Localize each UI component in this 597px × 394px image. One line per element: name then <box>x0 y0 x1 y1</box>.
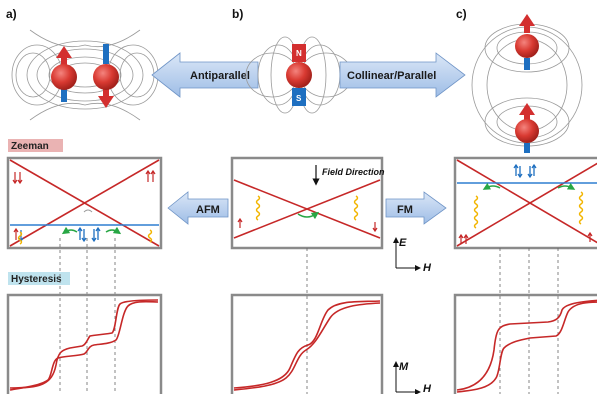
sphere-top <box>515 34 539 58</box>
energy-field-axes: E H <box>393 237 432 274</box>
panel-label-c: c) <box>456 7 467 21</box>
zeeman-diagram-fm <box>453 156 597 250</box>
panel-label-a: a) <box>6 7 17 21</box>
fm-arrow: FM <box>385 191 447 225</box>
antiparallel-label: Antiparallel <box>190 70 250 82</box>
field-axis-label: H <box>423 262 432 274</box>
magnetization-axis-label: M <box>399 361 409 373</box>
collinear-arrow: Collinear/Parallel <box>339 52 466 98</box>
panel-label-b: b) <box>232 7 243 21</box>
sphere-bottom <box>515 119 539 143</box>
sphere-center <box>286 62 312 88</box>
afm-arrow: AFM <box>167 191 229 225</box>
sphere-right <box>93 64 119 90</box>
sphere-left <box>51 64 77 90</box>
magnet-south: S <box>296 94 302 103</box>
antiparallel-arrow: Antiparallel <box>151 52 259 98</box>
zeeman-tag <box>8 139 63 152</box>
guide-lines <box>59 238 559 394</box>
energy-axis-label: E <box>399 237 407 249</box>
single-dipole-illustration: N S <box>245 36 353 114</box>
zeeman-diagram-center: Field Direction <box>230 156 385 250</box>
magnetization-field-axes: M H <box>393 361 432 394</box>
magnet-north: N <box>296 49 302 58</box>
field-axis-label-bottom: H <box>423 383 432 394</box>
zeeman-label: Zeeman <box>11 141 49 152</box>
fm-label: FM <box>397 204 413 216</box>
hysteresis-plot-fm <box>453 293 597 394</box>
afm-label: AFM <box>196 204 220 216</box>
zeeman-diagram-afm <box>6 156 163 250</box>
collinear-pair-illustration <box>471 14 583 153</box>
collinear-label: Collinear/Parallel <box>347 70 436 82</box>
hysteresis-tag <box>8 272 70 285</box>
hysteresis-label: Hysteresis <box>11 274 62 285</box>
hysteresis-plot-center <box>230 293 384 394</box>
antiparallel-pair-illustration <box>11 29 159 121</box>
field-direction-label: Field Direction <box>322 167 385 177</box>
hysteresis-plot-afm <box>6 293 163 394</box>
